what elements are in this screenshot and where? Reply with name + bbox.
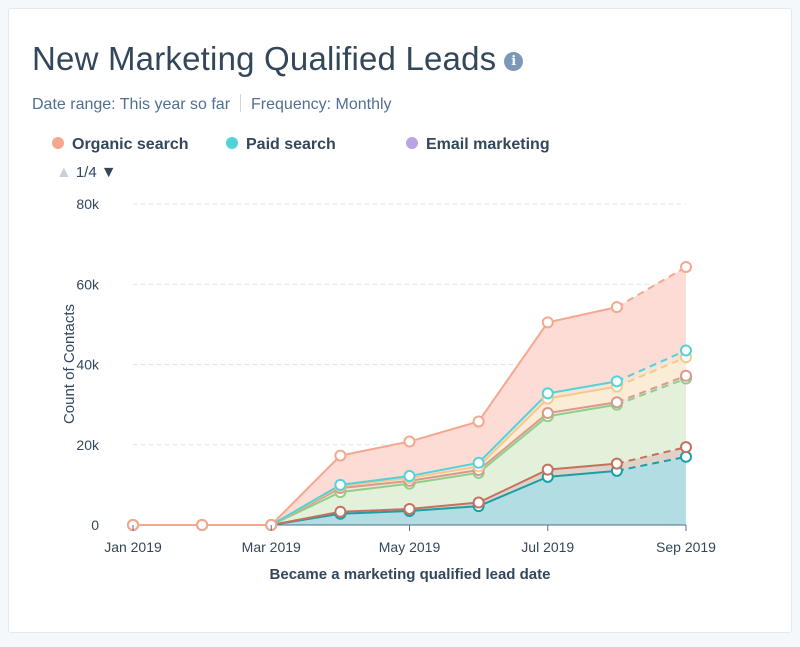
data-point — [610, 457, 623, 470]
data-point — [472, 415, 485, 428]
x-tick-label: Sep 2019 — [656, 539, 716, 555]
data-point — [541, 463, 554, 476]
data-point — [680, 450, 692, 463]
x-tick-label: May 2019 — [379, 539, 441, 555]
data-point — [403, 502, 416, 515]
data-point — [472, 496, 485, 509]
info-icon[interactable]: i — [504, 52, 524, 71]
data-point — [610, 375, 623, 388]
series-projection-4 — [616, 356, 687, 388]
legend-label: Email marketing — [426, 136, 550, 153]
data-point — [334, 505, 347, 518]
data-point — [334, 449, 347, 462]
data-point — [680, 441, 692, 454]
series-projection-6 — [616, 266, 687, 308]
x-tick-label: Jul 2019 — [521, 539, 574, 555]
series-projection-2 — [616, 377, 687, 406]
series-line-6 — [133, 306, 618, 526]
legend-prev-icon[interactable]: ▲ — [56, 164, 72, 181]
data-point — [680, 369, 692, 382]
legend-item-paid-search[interactable]: Paid search — [226, 136, 336, 154]
series-projection-3 — [616, 374, 687, 404]
y-tick-label: 20k — [76, 437, 100, 453]
x-tick-label: Jan 2019 — [104, 539, 162, 555]
data-point — [680, 260, 692, 273]
y-tick-label: 80k — [76, 196, 100, 212]
frequency-label[interactable]: Frequency: Monthly — [251, 96, 392, 113]
legend-item-organic-search[interactable]: Organic search — [52, 136, 189, 154]
data-point — [541, 387, 554, 400]
series-projection-5 — [616, 349, 687, 383]
report-title-text: New Marketing Qualified Leads — [32, 40, 497, 77]
report-meta: Date range: This year so far Frequency: M… — [32, 94, 392, 114]
y-axis-title: Count of Contacts — [61, 304, 78, 424]
legend-item-email-marketing[interactable]: Email marketing — [406, 136, 550, 154]
legend-page-label: 1/4 — [75, 164, 97, 181]
legend-next-icon[interactable]: ▼ — [100, 164, 117, 181]
data-point — [196, 519, 209, 531]
y-tick-label: 60k — [76, 276, 100, 292]
x-tick-label: Mar 2019 — [242, 539, 301, 555]
data-point — [680, 344, 692, 357]
data-point — [334, 478, 347, 491]
legend-dot-email-marketing — [406, 137, 418, 149]
data-point — [541, 407, 554, 420]
legend-dot-paid-search — [226, 137, 238, 149]
legend-label: Organic search — [72, 136, 189, 153]
data-point — [472, 456, 485, 469]
legend-pager: ▲ 1/4 ▼ — [56, 164, 117, 182]
legend-label: Paid search — [246, 136, 336, 153]
area-0 — [133, 456, 686, 525]
data-point — [541, 316, 554, 329]
date-range-label[interactable]: Date range: This year so far — [32, 96, 231, 113]
data-point — [403, 470, 416, 483]
legend-dot-organic-search — [52, 137, 64, 149]
data-point — [403, 435, 416, 448]
data-point — [610, 396, 623, 409]
chart-legend: Organic search Paid search Email marketi… — [52, 136, 652, 158]
meta-divider — [240, 94, 242, 112]
area-6 — [133, 266, 686, 525]
data-point — [610, 301, 623, 314]
y-tick-label: 0 — [91, 517, 99, 533]
area-2 — [133, 378, 686, 525]
report-title: New Marketing Qualified Leads i — [32, 40, 524, 78]
y-tick-label: 40k — [76, 357, 100, 373]
x-axis-title: Became a marketing qualified lead date — [270, 566, 551, 583]
